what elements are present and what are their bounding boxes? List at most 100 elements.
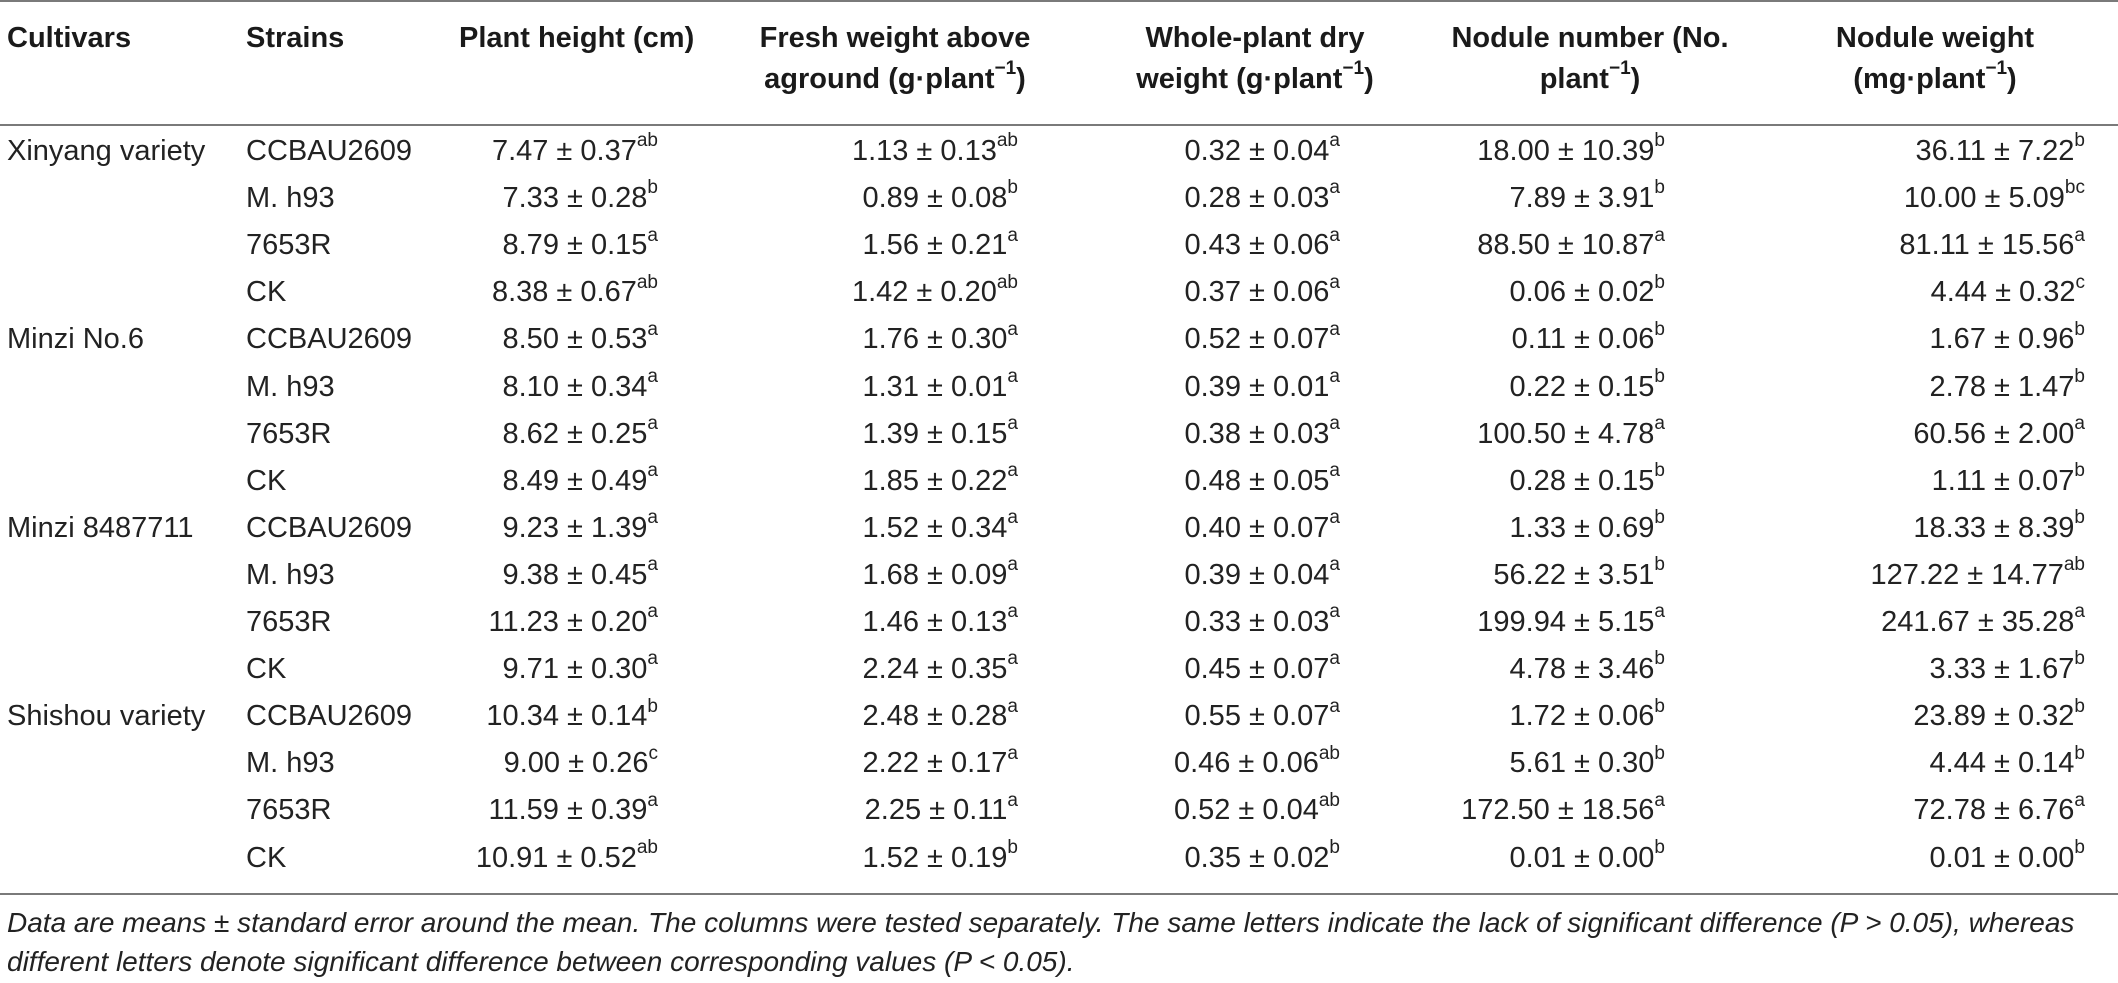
significance-letter: a xyxy=(647,554,658,575)
significance-letter: b xyxy=(2074,366,2085,387)
table-row: M. h93 8.10 ± 0.34a 1.31 ± 0.01a 0.39 ± 0.0… xyxy=(0,364,2118,411)
significance-letter: a xyxy=(647,225,658,246)
cell-strain: CK xyxy=(246,269,286,316)
significance-letter: a xyxy=(1007,413,1018,434)
significance-letter: a xyxy=(1329,648,1340,669)
cell-dry: 0.35 ± 0.02b xyxy=(1185,835,1341,882)
significance-letter: a xyxy=(1007,225,1018,246)
cell-strain: M. h93 xyxy=(246,740,335,787)
significance-letter: a xyxy=(1007,460,1018,481)
cell-height: 10.34 ± 0.14b xyxy=(486,693,658,740)
significance-letter: a xyxy=(1329,319,1340,340)
cell-strain: CK xyxy=(246,458,286,505)
cell-height: 8.10 ± 0.34a xyxy=(503,364,659,411)
header-fresh-weight: Fresh weight above aground (g·plant−1) xyxy=(740,18,1050,100)
cell-nwt: 36.11 ± 7.22b xyxy=(1916,128,2085,175)
table-row: 7653R 11.23 ± 0.20a 1.46 ± 0.13a 0.33 ± 0.0… xyxy=(0,599,2118,646)
significance-letter: a xyxy=(647,366,658,387)
cell-nnum: 0.28 ± 0.15b xyxy=(1510,458,1666,505)
cell-height: 8.79 ± 0.15a xyxy=(503,222,659,269)
significance-letter: a xyxy=(1654,601,1665,622)
cell-fresh: 1.42 ± 0.20ab xyxy=(852,269,1018,316)
header-fresh-weight-line1: Fresh weight above xyxy=(740,18,1050,59)
table-row: CK 9.71 ± 0.30a 2.24 ± 0.35a 0.45 ± 0.07a 4.… xyxy=(0,646,2118,693)
cell-strain: M. h93 xyxy=(246,364,335,411)
cell-nnum: 4.78 ± 3.46b xyxy=(1510,646,1666,693)
header-nodule-weight-line1: Nodule weight xyxy=(1800,18,2070,59)
cell-nwt: 81.11 ± 15.56a xyxy=(1899,222,2085,269)
cell-height: 7.47 ± 0.37ab xyxy=(492,128,658,175)
cell-strain: CCBAU2609 xyxy=(246,128,412,175)
header-plant-height: Plant height (cm) xyxy=(459,18,694,59)
significance-letter: a xyxy=(1654,413,1665,434)
cell-strain: 7653R xyxy=(246,222,331,269)
cell-fresh: 2.48 ± 0.28a xyxy=(863,693,1019,740)
significance-letter: a xyxy=(1654,225,1665,246)
cell-dry: 0.39 ± 0.04a xyxy=(1185,552,1341,599)
cell-nnum: 18.00 ± 10.39b xyxy=(1477,128,1665,175)
cell-nwt: 10.00 ± 5.09bc xyxy=(1904,175,2085,222)
significance-letter: b xyxy=(2074,837,2085,858)
cell-dry: 0.32 ± 0.04a xyxy=(1185,128,1341,175)
cell-strain: 7653R xyxy=(246,787,331,834)
significance-letter: b xyxy=(1007,177,1018,198)
cell-dry: 0.48 ± 0.05a xyxy=(1185,458,1341,505)
significance-letter: a xyxy=(1007,319,1018,340)
cell-fresh: 1.39 ± 0.15a xyxy=(863,411,1019,458)
header-dry-weight-line1: Whole-plant dry xyxy=(1120,18,1390,59)
significance-letter: a xyxy=(1007,366,1018,387)
cell-cultivar: Minzi No.6 xyxy=(7,316,144,363)
cell-nnum: 0.06 ± 0.02b xyxy=(1510,269,1666,316)
cell-strain: 7653R xyxy=(246,411,331,458)
cell-nwt: 1.11 ± 0.07b xyxy=(1932,458,2085,505)
cell-height: 8.38 ± 0.67ab xyxy=(492,269,658,316)
cell-fresh: 1.13 ± 0.13ab xyxy=(852,128,1018,175)
cell-strain: CK xyxy=(246,835,286,882)
significance-letter: a xyxy=(647,319,658,340)
significance-letter: a xyxy=(1329,696,1340,717)
header-cultivars: Cultivars xyxy=(7,18,131,59)
cell-dry: 0.52 ± 0.04ab xyxy=(1174,787,1340,834)
significance-letter: c xyxy=(649,743,659,764)
cell-nnum: 1.33 ± 0.69b xyxy=(1510,505,1666,552)
cell-fresh: 2.25 ± 0.11a xyxy=(865,787,1018,834)
significance-letter: a xyxy=(1007,601,1018,622)
cell-nnum: 100.50 ± 4.78a xyxy=(1477,411,1665,458)
cell-nwt: 60.56 ± 2.00a xyxy=(1913,411,2085,458)
significance-letter: a xyxy=(1329,225,1340,246)
cell-strain: M. h93 xyxy=(246,552,335,599)
significance-letter: a xyxy=(647,507,658,528)
cell-fresh: 1.68 ± 0.09a xyxy=(863,552,1019,599)
table-bottom-rule xyxy=(0,893,2118,895)
cell-strain: CCBAU2609 xyxy=(246,693,412,740)
cell-dry: 0.43 ± 0.06a xyxy=(1185,222,1341,269)
cell-height: 10.91 ± 0.52ab xyxy=(476,835,658,882)
cell-dry: 0.55 ± 0.07a xyxy=(1185,693,1341,740)
cell-fresh: 1.52 ± 0.19b xyxy=(863,835,1019,882)
cell-fresh: 1.52 ± 0.34a xyxy=(863,505,1019,552)
significance-letter: a xyxy=(1329,601,1340,622)
cell-dry: 0.37 ± 0.06a xyxy=(1185,269,1341,316)
significance-letter: b xyxy=(1654,648,1665,669)
footnote-line-2: different letters denote significant dif… xyxy=(7,942,2107,981)
cell-nnum: 1.72 ± 0.06b xyxy=(1510,693,1666,740)
cell-dry: 0.46 ± 0.06ab xyxy=(1174,740,1340,787)
cell-dry: 0.45 ± 0.07a xyxy=(1185,646,1341,693)
header-nodule-number: Nodule number (No. plant−1) xyxy=(1440,18,1740,100)
cell-fresh: 2.22 ± 0.17a xyxy=(863,740,1019,787)
header-dry-weight: Whole-plant dry weight (g·plant−1) xyxy=(1120,18,1390,100)
table-footnote: Data are means ± standard error around t… xyxy=(7,903,2107,981)
cell-nnum: 0.22 ± 0.15b xyxy=(1510,364,1666,411)
header-nodule-weight: Nodule weight (mg·plant−1) xyxy=(1800,18,2070,100)
significance-letter: a xyxy=(2074,225,2085,246)
significance-letter: a xyxy=(1329,177,1340,198)
cell-height: 9.38 ± 0.45a xyxy=(503,552,659,599)
header-nodule-number-line2: plant−1) xyxy=(1440,59,1740,100)
header-strains: Strains xyxy=(246,18,344,59)
table-row: M. h93 9.38 ± 0.45a 1.68 ± 0.09a 0.39 ± 0.0… xyxy=(0,552,2118,599)
significance-letter: a xyxy=(1329,272,1340,293)
cell-nwt: 23.89 ± 0.32b xyxy=(1913,693,2085,740)
significance-letter: ab xyxy=(997,130,1018,151)
significance-letter: a xyxy=(1329,130,1340,151)
significance-letter: a xyxy=(1329,366,1340,387)
